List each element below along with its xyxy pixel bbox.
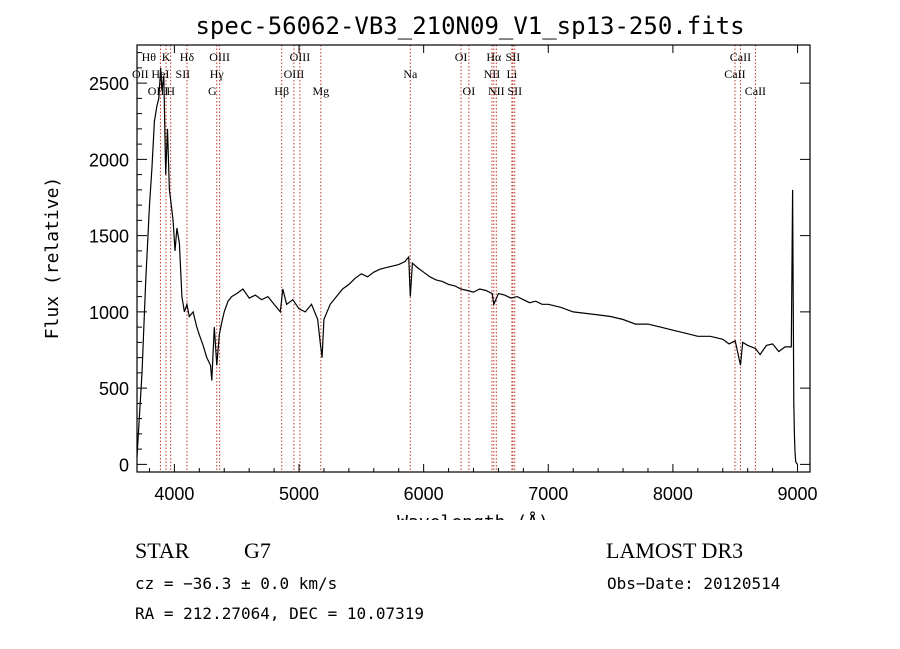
observation-date: Obs−Date: 20120514 (607, 574, 781, 593)
x-tick-label: 9000 (778, 484, 818, 504)
emission-line-label: OIII (209, 50, 230, 64)
y-tick-label: 1500 (89, 227, 129, 247)
emission-line-label: H (166, 84, 175, 98)
survey-name: LAMOST DR3 (606, 538, 744, 563)
y-tick-label: 2500 (89, 74, 129, 94)
object-class: STAR (135, 538, 190, 563)
emission-line-label: G (208, 84, 217, 98)
x-tick-label: 4000 (154, 484, 194, 504)
emission-line-label: Mg (312, 84, 329, 98)
x-axis-label: Wavelength (Å) (397, 511, 549, 520)
x-tick-label: 5000 (279, 484, 319, 504)
emission-line-label: Hγ (210, 67, 225, 81)
redshift-velocity: cz = −36.3 ± 0.0 km/s (135, 574, 338, 593)
plot-frame (136, 44, 811, 473)
emission-line-label: Na (403, 67, 418, 81)
x-tick-label: 8000 (653, 484, 693, 504)
coordinates: RA = 212.27064, DEC = 10.07319 (135, 604, 424, 623)
emission-line-label: OIII (148, 84, 169, 98)
emission-line-label: NII (484, 67, 501, 81)
y-tick-label: 0 (119, 455, 129, 475)
emission-line-label: Hβ (274, 84, 289, 98)
y-axis-ticks: 0 500 1000 1500 2000 2500 (89, 52, 810, 475)
x-tick-label: 7000 (528, 484, 568, 504)
emission-line-label: CaII (724, 67, 745, 81)
emission-line-label: OIII (290, 50, 311, 64)
x-axis-ticks: 4000 5000 6000 7000 8000 9000 (148, 45, 818, 504)
emission-line-label: CaII (745, 84, 766, 98)
emission-line-label: CaII (730, 50, 751, 64)
emission-line-label: OII (132, 67, 149, 81)
spectrum-series-line (136, 67, 798, 465)
emission-line-label: Hα (486, 50, 502, 64)
emission-line-label: Hδ (180, 50, 195, 64)
spectrum-plot: spec-56062-VB3_210N09_V1_sp13-250.fits H… (42, 12, 818, 520)
chart-title: spec-56062-VB3_210N09_V1_sp13-250.fits (195, 12, 744, 40)
object-subclass: G7 (244, 538, 271, 563)
emission-line-markers (159, 45, 756, 472)
x-tick-label: 6000 (404, 484, 444, 504)
emission-line-label: OIII (284, 67, 305, 81)
y-tick-label: 1000 (89, 303, 129, 323)
y-tick-label: 500 (99, 379, 129, 399)
emission-line-label: Hθ (142, 50, 157, 64)
emission-line-label: OI (463, 84, 476, 98)
emission-line-label: SII (506, 50, 521, 64)
emission-line-label: Li (507, 67, 518, 81)
y-axis-label: Flux (relative) (42, 177, 63, 340)
y-tick-label: 2000 (89, 150, 129, 170)
emission-line-label: NII (488, 84, 505, 98)
emission-line-label: OI (455, 50, 468, 64)
emission-line-label: SII (176, 67, 191, 81)
emission-line-label: SII (507, 84, 522, 98)
emission-line-label: K (162, 50, 171, 64)
